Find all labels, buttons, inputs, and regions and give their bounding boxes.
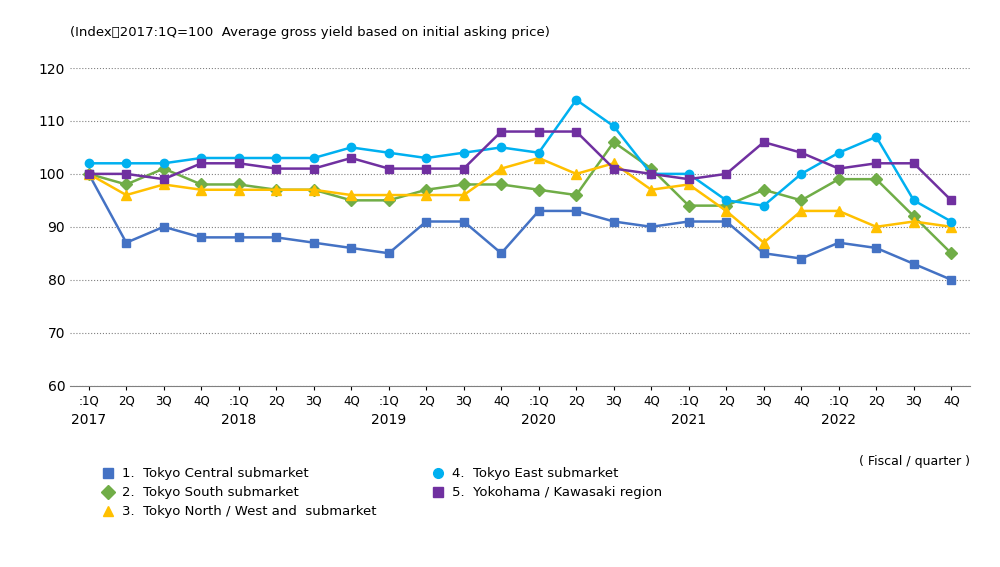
Text: (Index：2017:1Q=100  Average gross yield based on initial asking price): (Index：2017:1Q=100 Average gross yield b… — [70, 26, 550, 39]
Text: ( Fiscal / quarter ): ( Fiscal / quarter ) — [859, 455, 970, 468]
Legend: 1.  Tokyo Central submarket, 2.  Tokyo South submarket, 3.  Tokyo North / West a: 1. Tokyo Central submarket, 2. Tokyo Sou… — [95, 462, 667, 523]
